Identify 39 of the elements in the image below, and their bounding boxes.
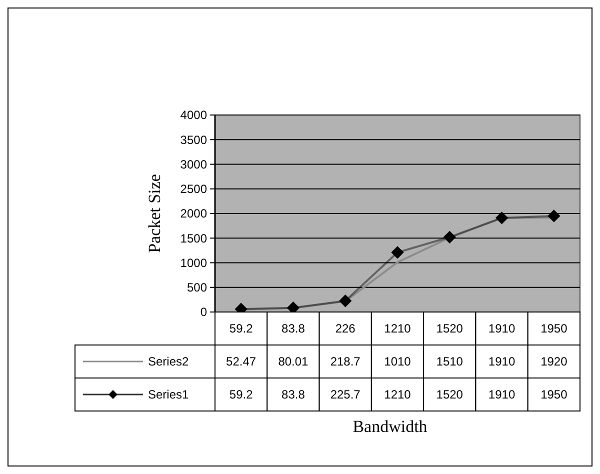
point	[548, 210, 560, 222]
x-tick-label: 83.8	[282, 322, 306, 336]
data-label: 52.47	[226, 354, 256, 369]
y-tick-label: 2000	[180, 206, 208, 221]
data-label: 1920	[540, 354, 568, 369]
y-tick-label: 2500	[180, 182, 208, 196]
x-axis-title: Bandwidth	[352, 417, 428, 436]
y-tick-label: 3500	[180, 132, 208, 147]
data-label: 59.2	[229, 388, 254, 402]
data-label: 80.01	[278, 354, 309, 369]
point	[339, 294, 352, 308]
y-axis-title: Packet Size	[145, 174, 164, 253]
y-tick-label: 1000	[180, 256, 208, 270]
y-tick-label: 500	[186, 280, 208, 295]
data-label: 225.7	[330, 388, 361, 402]
point	[495, 212, 508, 224]
data-label: 218.7	[330, 354, 361, 369]
y-tick-label: 3000	[180, 157, 208, 172]
data-label: 1210	[384, 388, 412, 402]
x-tick-label: 1210	[384, 322, 412, 336]
y-tick-label: 4000	[180, 108, 208, 122]
point	[443, 230, 456, 244]
data-label: 1510	[436, 354, 464, 369]
point	[391, 246, 404, 259]
data-label: 1520	[436, 388, 464, 402]
x-tick-label: 59.2	[229, 322, 254, 336]
data-label: 1010	[384, 354, 412, 369]
x-tick-label: 1520	[436, 322, 464, 336]
y-tick-label: 0	[200, 305, 208, 320]
data-label: 83.8	[282, 388, 306, 402]
x-tick-label: 1950	[540, 322, 568, 336]
x-tick-label: 1910	[488, 322, 516, 336]
legend-label: Series1	[148, 388, 190, 402]
legend-label: Series2	[148, 354, 190, 369]
data-label: 1910	[488, 354, 516, 369]
data-label: 1950	[540, 388, 568, 402]
x-tick-label: 226	[335, 322, 356, 336]
data-label: 1910	[488, 388, 516, 402]
y-tick-label: 1500	[180, 231, 208, 246]
